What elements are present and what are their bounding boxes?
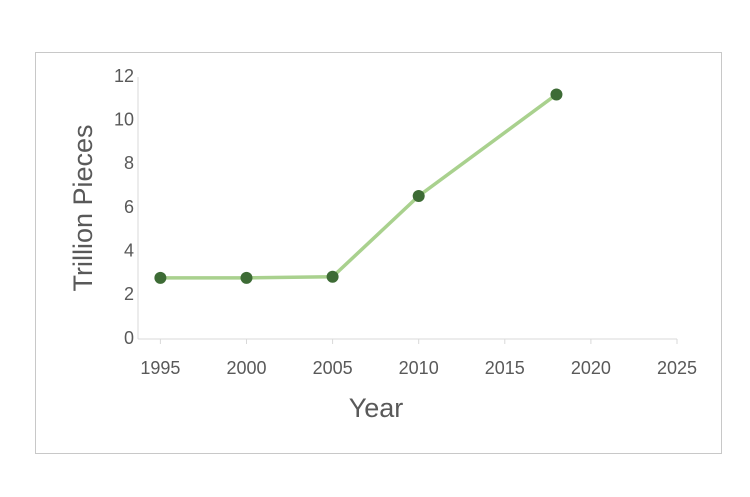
chart-frame — [35, 52, 722, 454]
data-point — [240, 271, 253, 284]
x-axis-title: Year — [349, 393, 404, 423]
y-tick-label: 6 — [124, 197, 134, 217]
data-point — [154, 271, 167, 284]
y-tick-label: 0 — [124, 328, 134, 348]
y-tick-label: 4 — [124, 240, 134, 260]
x-tick-label: 2000 — [226, 358, 266, 378]
x-tick-label: 1995 — [140, 358, 180, 378]
x-tick-label: 2020 — [571, 358, 611, 378]
y-axis-title: Trillion Pieces — [68, 124, 98, 291]
x-tick-label: 2010 — [399, 358, 439, 378]
y-tick-label: 10 — [114, 109, 134, 129]
y-tick-label: 2 — [124, 284, 134, 304]
x-tick-label: 2015 — [485, 358, 525, 378]
y-tick-label: 12 — [114, 66, 134, 86]
data-point — [412, 189, 425, 202]
data-point — [550, 88, 563, 101]
y-tick-label: 8 — [124, 153, 134, 173]
data-point — [326, 270, 339, 283]
x-tick-label: 2025 — [657, 358, 697, 378]
x-tick-label: 2005 — [313, 358, 353, 378]
